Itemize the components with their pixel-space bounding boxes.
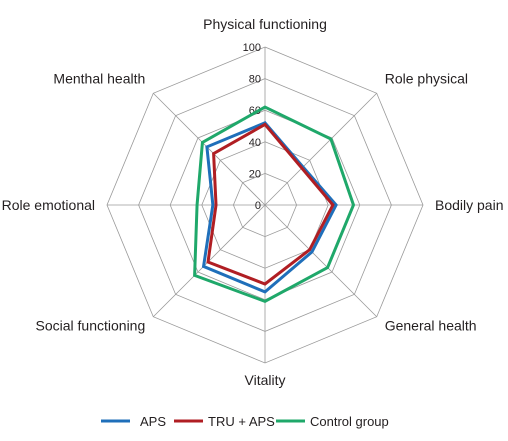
axis-label: General health <box>385 318 477 334</box>
legend-item: TRU + APS <box>174 414 275 429</box>
legend-label-control: Control group <box>310 414 389 429</box>
series-line-0 <box>201 121 338 294</box>
axis-label: Role physical <box>385 70 468 86</box>
legend-label-aps: APS <box>140 414 166 429</box>
legend-item: APS <box>101 414 166 429</box>
legend-label-tru-aps: TRU + APS <box>208 414 275 429</box>
axis-label: Physical functioning <box>203 16 327 32</box>
axis-label: Social functioning <box>36 318 146 334</box>
axis-label: Bodily pain <box>435 197 504 213</box>
axis-label: Menthal health <box>53 70 145 86</box>
legend: APS TRU + APS Control group <box>101 414 389 429</box>
axis-label: Vitality <box>245 372 286 388</box>
tick-label: 0 <box>255 200 261 212</box>
data-series <box>193 105 356 304</box>
radar-grid <box>106 46 424 364</box>
legend-item: Control group <box>276 414 389 429</box>
series-line-2 <box>193 105 356 304</box>
tick-label: 20 <box>249 168 261 180</box>
series-line-1 <box>206 122 335 286</box>
tick-label: 40 <box>249 137 261 149</box>
grid-spoke <box>264 204 378 318</box>
axis-label: Role emotional <box>2 197 95 213</box>
grid-spoke <box>264 92 378 206</box>
tick-label: 80 <box>249 74 261 86</box>
axis-labels: Physical functioning Role physical Bodily … <box>2 16 504 388</box>
grid-spoke <box>152 92 266 206</box>
tick-label: 100 <box>243 42 261 54</box>
